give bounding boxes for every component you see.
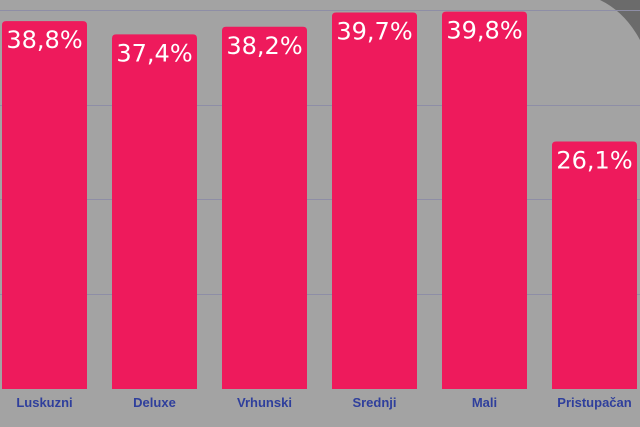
bar-mali bbox=[442, 11, 527, 389]
bar-vrhunski bbox=[222, 26, 307, 390]
value-labels: 38,8% 37,4% 38,2% 39,7% 39,8% 26,1% bbox=[6, 17, 632, 175]
value-label-srednji: 39,7% bbox=[336, 18, 412, 46]
value-label-mali: 39,8% bbox=[446, 17, 522, 45]
background-corner-shade bbox=[600, 0, 640, 40]
category-label-vrhunski: Vrhunski bbox=[237, 395, 292, 410]
category-label-luskuzni: Luskuzni bbox=[16, 395, 72, 410]
category-label-pristupačan: Pristupačan bbox=[557, 395, 631, 410]
bar-pristupačan bbox=[552, 141, 637, 389]
bars bbox=[2, 11, 637, 390]
category-labels: Luskuzni Deluxe Vrhunski Srednji Mali Pristup… bbox=[16, 395, 631, 410]
bar-luskuzni bbox=[2, 21, 87, 389]
bar-deluxe bbox=[112, 34, 197, 390]
value-label-luskuzni: 38,8% bbox=[6, 26, 82, 54]
gridlines bbox=[0, 10, 640, 295]
value-label-deluxe: 37,4% bbox=[116, 39, 192, 67]
category-label-mali: Mali bbox=[472, 395, 497, 410]
value-label-vrhunski: 38,2% bbox=[226, 32, 302, 60]
category-label-deluxe: Deluxe bbox=[133, 395, 176, 410]
category-label-srednji: Srednji bbox=[352, 395, 396, 410]
bar-srednji bbox=[332, 12, 417, 389]
value-label-pristupačan: 26,1% bbox=[556, 147, 632, 175]
